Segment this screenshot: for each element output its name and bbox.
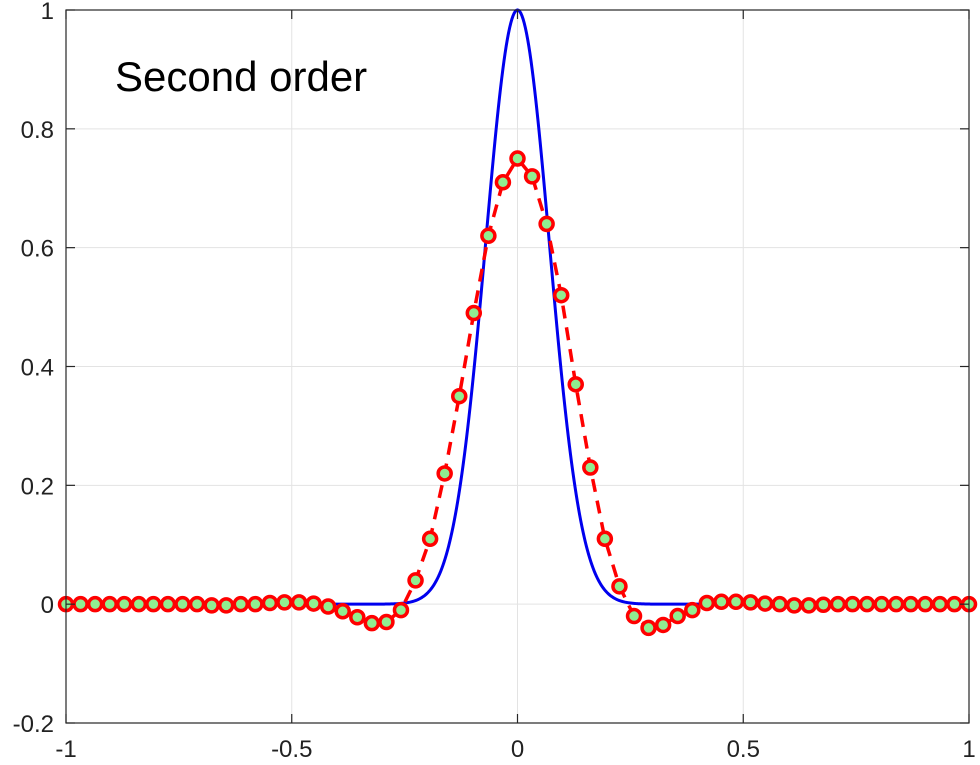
numerical-data-point — [785, 597, 803, 614]
numerical-solution-series — [57, 150, 978, 637]
y-tick-label: 0.6 — [21, 236, 54, 263]
numerical-data-point — [421, 530, 439, 548]
numerical-data-point — [713, 593, 730, 611]
numerical-data-point — [261, 594, 279, 612]
y-tick-label: 0 — [41, 592, 54, 619]
numerical-data-point — [451, 387, 468, 405]
numerical-data-point — [611, 578, 628, 595]
numerical-data-point — [145, 595, 162, 613]
numerical-data-point — [465, 304, 483, 322]
numerical-data-point — [349, 608, 366, 626]
numerical-data-point — [72, 595, 89, 613]
numerical-data-point — [931, 595, 949, 613]
numerical-data-point — [480, 227, 497, 245]
numerical-data-point — [363, 614, 381, 632]
numerical-data-point — [829, 595, 847, 613]
numerical-data-point — [771, 595, 788, 613]
numerical-data-point — [523, 168, 541, 185]
numerical-data-point — [276, 594, 293, 611]
tick-labels: -1 -0.5 0 0.5 1 -0.2 0 0.2 0.4 0.6 0.8 1 — [13, 0, 976, 763]
numerical-data-point — [159, 595, 177, 613]
numerical-data-point — [946, 595, 963, 613]
numerical-data-point — [640, 619, 657, 637]
numerical-data-point — [378, 613, 395, 631]
numerical-data-point — [334, 603, 351, 620]
numerical-data-point — [582, 459, 599, 476]
numerical-data-point — [669, 607, 686, 625]
numerical-data-point — [727, 593, 745, 611]
numerical-data-point — [203, 597, 220, 614]
numerical-data-point — [174, 595, 191, 613]
annotation-text: Second order — [115, 53, 367, 100]
numerical-data-point — [902, 595, 920, 613]
numerical-data-point — [101, 595, 118, 613]
x-tick-label: 0.5 — [727, 736, 760, 763]
y-tick-label: 0.8 — [21, 117, 54, 144]
axes — [65, 9, 970, 724]
numerical-data-point — [319, 598, 337, 615]
numerical-data-point — [538, 215, 555, 233]
x-tick-label: -0.5 — [271, 736, 312, 763]
numerical-data-point — [756, 595, 774, 612]
numerical-data-point — [232, 595, 250, 613]
x-tick-label: -1 — [55, 736, 76, 763]
x-tick-label: 0 — [511, 736, 524, 763]
numerical-data-point — [858, 595, 876, 613]
numerical-data-point — [917, 595, 934, 613]
numerical-data-point — [86, 595, 104, 613]
numerical-data-point — [625, 607, 643, 625]
numerical-data-point — [684, 601, 701, 619]
y-tick-label: 1 — [41, 0, 54, 25]
numerical-data-point — [552, 286, 570, 304]
numerical-data-point — [188, 595, 206, 613]
numerical-data-point — [407, 572, 424, 589]
numerical-data-point — [509, 150, 526, 167]
numerical-data-point — [494, 174, 512, 191]
numerical-data-point — [698, 594, 716, 612]
numerical-data-point — [305, 595, 322, 612]
numerical-data-point — [567, 376, 584, 393]
x-tick-label: 1 — [962, 736, 975, 763]
numerical-data-point — [887, 595, 905, 613]
numerical-data-point — [873, 595, 890, 613]
numerical-data-point — [290, 594, 308, 611]
numerical-data-point — [217, 597, 235, 614]
numerical-data-point — [596, 530, 614, 548]
numerical-data-point — [654, 616, 672, 634]
y-tick-label: 0.2 — [21, 473, 54, 500]
y-tick-label: -0.2 — [13, 711, 54, 738]
y-tick-label: 0.4 — [21, 355, 54, 382]
numerical-data-point — [844, 595, 861, 613]
numerical-data-point — [742, 594, 759, 611]
numerical-data-point — [130, 595, 148, 613]
numerical-data-point — [392, 601, 410, 619]
grid — [65, 9, 970, 724]
numerical-data-point — [815, 596, 832, 614]
numerical-data-point — [436, 465, 453, 482]
numerical-data-point — [800, 597, 818, 614]
numerical-data-point — [115, 595, 133, 613]
numerical-data-point — [247, 595, 264, 613]
